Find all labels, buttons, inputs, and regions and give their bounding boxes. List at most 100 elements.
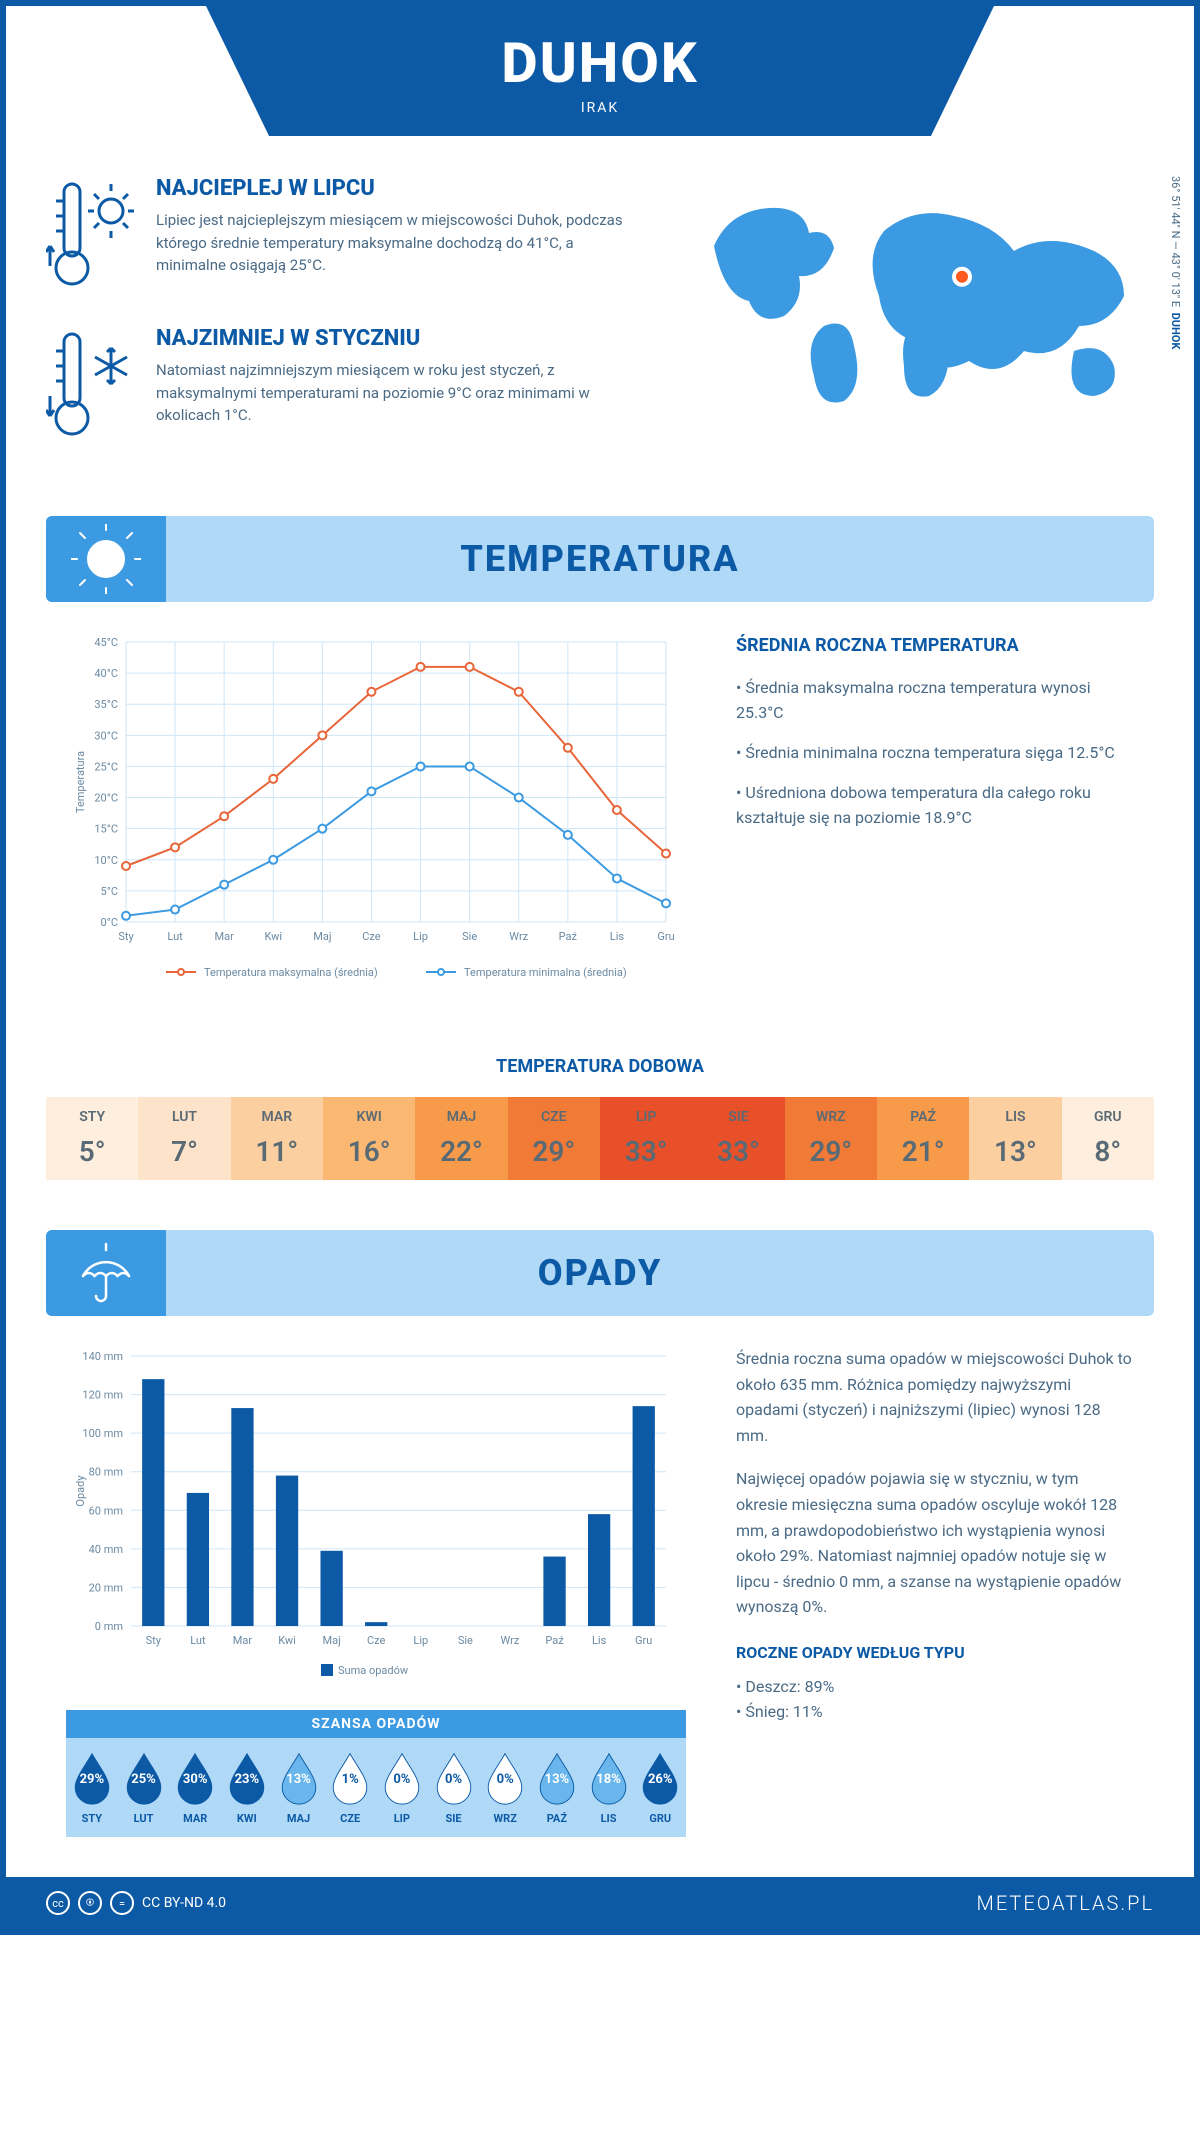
fact-coldest: NAJZIMNIEJ W STYCZNIU Natomiast najzimni… xyxy=(46,326,634,446)
fact-warmest-title: NAJCIEPLEJ W LIPCU xyxy=(156,176,634,201)
temperature-line-chart: 0°C5°C10°C15°C20°C25°C30°C35°C40°C45°CSt… xyxy=(66,632,686,992)
svg-text:Maj: Maj xyxy=(313,930,331,943)
svg-text:Sty: Sty xyxy=(146,1634,162,1647)
svg-text:Lip: Lip xyxy=(413,930,428,943)
footer: cc🅯= CC BY-ND 4.0 METEOATLAS.PL xyxy=(6,1877,1194,1929)
svg-text:35°C: 35°C xyxy=(94,698,118,711)
header-banner: DUHOK IRAK xyxy=(206,6,994,136)
daily-temp-cell: LIP33° xyxy=(600,1097,692,1180)
svg-text:Mar: Mar xyxy=(215,930,235,943)
svg-text:Wrz: Wrz xyxy=(509,930,528,943)
daily-temp-cell: SIE33° xyxy=(692,1097,784,1180)
svg-text:Sie: Sie xyxy=(462,930,477,943)
precip-chance-cell: 29% STY xyxy=(66,1750,118,1825)
temp-info-bullet: • Uśredniona dobowa temperatura dla całe… xyxy=(736,780,1134,831)
svg-text:Lut: Lut xyxy=(167,930,183,943)
raindrop-icon: 1% xyxy=(328,1750,372,1806)
svg-text:25°C: 25°C xyxy=(94,760,118,773)
umbrella-icon xyxy=(46,1230,166,1316)
raindrop-icon: 25% xyxy=(122,1750,166,1806)
svg-text:Lis: Lis xyxy=(610,930,625,943)
svg-text:140 mm: 140 mm xyxy=(82,1350,123,1363)
raindrop-icon: 0% xyxy=(483,1750,527,1806)
brand-label: METEOATLAS.PL xyxy=(977,1891,1154,1915)
raindrop-icon: 0% xyxy=(380,1750,424,1806)
svg-text:Cze: Cze xyxy=(367,1634,386,1647)
precip-chance-cell: 30% MAR xyxy=(169,1750,221,1825)
precip-chance-cell: 13% PAŹ xyxy=(531,1750,583,1825)
fact-warmest-text: Lipiec jest najcieplejszym miesiącem w m… xyxy=(156,209,634,277)
svg-text:Gru: Gru xyxy=(657,930,674,943)
svg-text:Gru: Gru xyxy=(635,1634,652,1647)
precip-by-type-title: ROCZNE OPADY WEDŁUG TYPU xyxy=(736,1640,1134,1666)
daily-temp-cell: STY5° xyxy=(46,1097,138,1180)
svg-text:Wrz: Wrz xyxy=(501,1634,520,1647)
raindrop-icon: 23% xyxy=(225,1750,269,1806)
svg-text:Paź: Paź xyxy=(545,1634,564,1647)
raindrop-icon: 13% xyxy=(535,1750,579,1806)
daily-temp-cell: MAR11° xyxy=(231,1097,323,1180)
svg-text:60 mm: 60 mm xyxy=(89,1504,123,1517)
svg-text:10°C: 10°C xyxy=(94,854,118,867)
svg-text:0°C: 0°C xyxy=(101,916,118,929)
svg-text:0 mm: 0 mm xyxy=(95,1620,123,1633)
coordinates: 36° 51' 44'' N — 43° 0' 13'' E DUHOK xyxy=(1169,176,1182,349)
raindrop-icon: 29% xyxy=(70,1750,114,1806)
svg-text:20 mm: 20 mm xyxy=(89,1581,123,1594)
svg-text:Paź: Paź xyxy=(559,930,578,943)
precip-type-item: • Deszcz: 89% xyxy=(736,1674,1134,1700)
world-map: 36° 51' 44'' N — 43° 0' 13'' E DUHOK xyxy=(674,176,1154,476)
svg-text:Temperatura maksymalna (średni: Temperatura maksymalna (średnia) xyxy=(204,966,378,979)
daily-temp-cell: MAJ22° xyxy=(415,1097,507,1180)
precip-chance-cell: 0% LIP xyxy=(376,1750,428,1825)
precip-chance-cell: 25% LUT xyxy=(118,1750,170,1825)
svg-text:120 mm: 120 mm xyxy=(82,1389,123,1402)
fact-warmest: NAJCIEPLEJ W LIPCU Lipiec jest najcieple… xyxy=(46,176,634,296)
daily-temp-cell: PAŹ21° xyxy=(877,1097,969,1180)
raindrop-icon: 18% xyxy=(587,1750,631,1806)
svg-text:Sty: Sty xyxy=(118,930,134,943)
daily-temp-cell: CZE29° xyxy=(508,1097,600,1180)
svg-text:Suma opadów: Suma opadów xyxy=(338,1664,409,1677)
section-header-precip: OPADY xyxy=(46,1230,1154,1316)
city-title: DUHOK xyxy=(206,30,994,96)
license-badge: cc🅯= CC BY-ND 4.0 xyxy=(46,1891,226,1915)
fact-coldest-title: NAJZIMNIEJ W STYCZNIU xyxy=(156,326,634,351)
fact-coldest-text: Natomiast najzimniejszym miesiącem w rok… xyxy=(156,359,634,427)
precip-chance-cell: 18% LIS xyxy=(583,1750,635,1825)
thermometer-snow-icon xyxy=(46,326,136,446)
svg-text:40°C: 40°C xyxy=(94,667,118,680)
svg-text:Lut: Lut xyxy=(190,1634,206,1647)
svg-text:20°C: 20°C xyxy=(94,792,118,805)
thermometer-sun-icon xyxy=(46,176,136,296)
daily-temp-cell: WRZ29° xyxy=(785,1097,877,1180)
svg-text:Kwi: Kwi xyxy=(278,1634,296,1647)
sun-icon xyxy=(46,516,166,602)
precip-type-item: • Śnieg: 11% xyxy=(736,1699,1134,1725)
svg-text:5°C: 5°C xyxy=(101,885,118,898)
precipitation-bar-chart: 0 mm20 mm40 mm60 mm80 mm100 mm120 mm140 … xyxy=(66,1346,686,1686)
svg-text:Cze: Cze xyxy=(362,930,381,943)
temp-info-title: ŚREDNIA ROCZNA TEMPERATURA xyxy=(736,632,1134,661)
svg-text:30°C: 30°C xyxy=(94,729,118,742)
precip-chance-title: SZANSA OPADÓW xyxy=(66,1710,686,1738)
daily-temp-cell: KWI16° xyxy=(323,1097,415,1180)
daily-temp-title: TEMPERATURA DOBOWA xyxy=(6,1056,1194,1077)
svg-text:Kwi: Kwi xyxy=(265,930,283,943)
precip-chance-cell: 0% WRZ xyxy=(479,1750,531,1825)
raindrop-icon: 13% xyxy=(277,1750,321,1806)
section-header-temperature: TEMPERATURA xyxy=(46,516,1154,602)
precip-info-paragraph: Średnia roczna suma opadów w miejscowośc… xyxy=(736,1346,1134,1448)
svg-text:Opady: Opady xyxy=(74,1475,87,1507)
svg-text:Mar: Mar xyxy=(233,1634,253,1647)
precip-chance-cell: 1% CZE xyxy=(324,1750,376,1825)
precip-chance-cell: 23% KWI xyxy=(221,1750,273,1825)
svg-text:40 mm: 40 mm xyxy=(89,1543,123,1556)
precip-chance-cell: 13% MAJ xyxy=(273,1750,325,1825)
svg-text:15°C: 15°C xyxy=(94,823,118,836)
svg-text:Maj: Maj xyxy=(323,1634,341,1647)
svg-text:Temperatura minimalna (średnia: Temperatura minimalna (średnia) xyxy=(464,966,627,979)
country-label: IRAK xyxy=(206,100,994,116)
raindrop-icon: 26% xyxy=(638,1750,682,1806)
precip-chance-panel: SZANSA OPADÓW 29% STY 25% LUT 30% MAR 23… xyxy=(66,1710,686,1837)
